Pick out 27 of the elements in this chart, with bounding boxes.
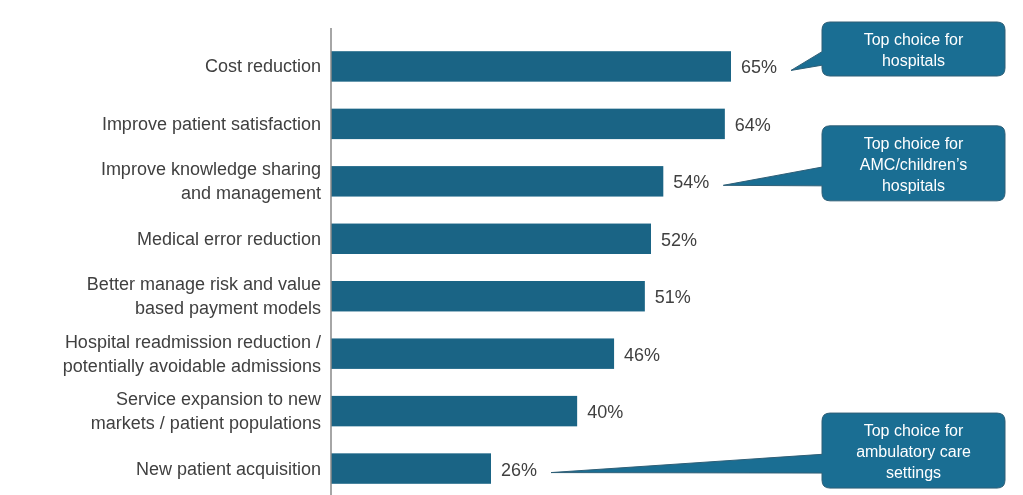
data-label: 52% xyxy=(661,229,698,250)
y-tick-label: Cost reduction xyxy=(204,56,321,77)
y-tick-label: Better manage risk and value based payment models xyxy=(86,274,321,319)
data-label: 26% xyxy=(501,459,538,480)
text: Top choice for ambulatory care settings xyxy=(856,422,971,482)
y-tick-label: Medical error reduction xyxy=(136,228,321,249)
bar xyxy=(331,166,664,197)
data-label: 51% xyxy=(654,287,691,308)
y-tick-label: Service expansion to new markets / patient populations xyxy=(90,389,322,434)
bar xyxy=(331,338,615,369)
bar xyxy=(331,223,651,254)
data-label: 64% xyxy=(734,114,771,135)
text: Top choice for AMC/children’s hospitals xyxy=(859,134,968,194)
y-tick-label: New patient acquisition xyxy=(135,458,321,479)
bar xyxy=(331,51,731,82)
bar xyxy=(331,108,725,140)
data-label: 54% xyxy=(673,172,710,193)
y-tick-label: Improve knowledge sharing and management xyxy=(100,159,321,204)
data-label: 40% xyxy=(587,402,624,423)
bar xyxy=(331,395,578,427)
text: Top choice for hospitals xyxy=(863,31,964,69)
bar xyxy=(331,453,491,484)
y-tick-label: Improve patient satisfaction xyxy=(101,113,321,134)
bar xyxy=(331,281,645,312)
y-tick-label: Hospital readmission reduction / potentially avoidable admissions xyxy=(62,331,321,376)
data-label: 65% xyxy=(741,57,778,78)
data-label: 46% xyxy=(624,344,661,365)
